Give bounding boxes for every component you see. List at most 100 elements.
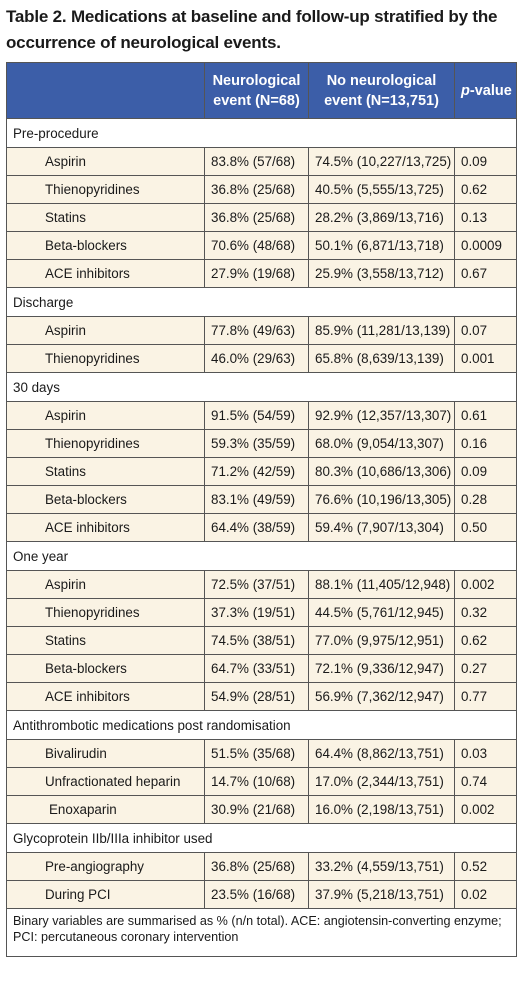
table-row: Statins 36.8% (25/68) 28.2% (3,869/13,716)… [6, 203, 517, 232]
medication-name: Thienopyridines [6, 344, 205, 373]
no-neurological-event-value: 25.9% (3,558/13,712) [308, 259, 455, 288]
p-value: 0.32 [454, 598, 517, 627]
medication-name: Thienopyridines [6, 429, 205, 458]
neurological-event-value: 70.6% (48/68) [204, 231, 309, 260]
neurological-event-value: 83.1% (49/59) [204, 485, 309, 514]
medication-name: Enoxaparin [6, 795, 205, 824]
section-row: One year [6, 541, 517, 571]
medication-name: Bivalirudin [6, 739, 205, 768]
p-value: 0.50 [454, 513, 517, 542]
neurological-event-value: 72.5% (37/51) [204, 570, 309, 599]
section-label: 30 days [6, 372, 517, 402]
p-value: 0.28 [454, 485, 517, 514]
p-value: 0.002 [454, 570, 517, 599]
header-row: Neurological event (N=68) No neurologica… [6, 62, 517, 119]
neurological-event-value: 71.2% (42/59) [204, 457, 309, 486]
section-label: Pre-procedure [6, 118, 517, 148]
neurological-event-value: 64.4% (38/59) [204, 513, 309, 542]
section-label: Antithrombotic medications post randomis… [6, 710, 517, 740]
table-header: Neurological event (N=68) No neurologica… [6, 62, 517, 119]
table-body: Pre-procedure Aspirin 83.8% (57/68) 74.5% (… [6, 118, 517, 909]
header-neuro-line-1: Neurological [212, 72, 301, 89]
p-value: 0.52 [454, 852, 517, 881]
no-neurological-event-value: 77.0% (9,975/12,951) [308, 626, 455, 655]
table-row: ACE inhibitors 27.9% (19/68) 25.9% (3,558/… [6, 259, 517, 288]
p-value: 0.09 [454, 147, 517, 176]
p-value: 0.61 [454, 401, 517, 430]
no-neurological-event-value: 59.4% (7,907/13,304) [308, 513, 455, 542]
medication-name: Aspirin [6, 570, 205, 599]
medication-name: ACE inhibitors [6, 682, 205, 711]
no-neurological-event-value: 37.9% (5,218/13,751) [308, 880, 455, 909]
no-neurological-event-value: 72.1% (9,336/12,947) [308, 654, 455, 683]
table-title: Table 2. Medications at baseline and fol… [6, 0, 516, 62]
section-row: Discharge [6, 287, 517, 317]
neurological-event-value: 91.5% (54/59) [204, 401, 309, 430]
medication-name: Aspirin [6, 316, 205, 345]
p-value: 0.67 [454, 259, 517, 288]
neurological-event-value: 37.3% (19/51) [204, 598, 309, 627]
section-row: Antithrombotic medications post randomis… [6, 710, 517, 740]
no-neurological-event-value: 17.0% (2,344/13,751) [308, 767, 455, 796]
p-value: 0.62 [454, 175, 517, 204]
medication-name: Unfractionated heparin [6, 767, 205, 796]
medication-name: Statins [6, 203, 205, 232]
p-value: 0.001 [454, 344, 517, 373]
no-neurological-event-value: 68.0% (9,054/13,307) [308, 429, 455, 458]
header-p-rest: -value [469, 82, 512, 99]
neurological-event-value: 64.7% (33/51) [204, 654, 309, 683]
table-row: Beta-blockers 70.6% (48/68) 50.1% (6,871/1… [6, 231, 517, 260]
neurological-event-value: 74.5% (38/51) [204, 626, 309, 655]
p-value: 0.0009 [454, 231, 517, 260]
table-row: Pre-angiography 36.8% (25/68) 33.2% (4,559… [6, 852, 517, 881]
no-neurological-event-value: 44.5% (5,761/12,945) [308, 598, 455, 627]
table-row: Thienopyridines 46.0% (29/63) 65.8% (8,639… [6, 344, 517, 373]
header-no-neuro-line-2: event (N=13,751) [324, 92, 439, 109]
neurological-event-value: 36.8% (25/68) [204, 852, 309, 881]
table-row: Aspirin 83.8% (57/68) 74.5% (10,227/13,725… [6, 147, 517, 176]
medication-name: Thienopyridines [6, 175, 205, 204]
neurological-event-value: 83.8% (57/68) [204, 147, 309, 176]
section-row: Pre-procedure [6, 118, 517, 148]
medication-name: ACE inhibitors [6, 513, 205, 542]
table-title-line-2: occurrence of neurological events. [6, 33, 281, 52]
table-row: Unfractionated heparin 14.7% (10/68) 17.0%… [6, 767, 517, 796]
medication-name: Pre-angiography [6, 852, 205, 881]
header-neurological-event: Neurological event (N=68) [204, 62, 309, 119]
medication-name: Beta-blockers [6, 485, 205, 514]
table-row: Aspirin 72.5% (37/51) 88.1% (11,405/12,948… [6, 570, 517, 599]
no-neurological-event-value: 74.5% (10,227/13,725) [308, 147, 455, 176]
section-label: One year [6, 541, 517, 571]
medication-name: Statins [6, 457, 205, 486]
table-row: Thienopyridines 36.8% (25/68) 40.5% (5,555… [6, 175, 517, 204]
medication-name: Thienopyridines [6, 598, 205, 627]
table-container: Table 2. Medications at baseline and fol… [6, 0, 517, 957]
no-neurological-event-value: 92.9% (12,357/13,307) [308, 401, 455, 430]
p-value: 0.09 [454, 457, 517, 486]
table-row: ACE inhibitors 64.4% (38/59) 59.4% (7,907/… [6, 513, 517, 542]
neurological-event-value: 23.5% (16/68) [204, 880, 309, 909]
neurological-event-value: 27.9% (19/68) [204, 259, 309, 288]
header-p-italic: p [461, 82, 470, 99]
medication-name: Statins [6, 626, 205, 655]
header-neuro-line-2: event (N=68) [213, 92, 300, 109]
p-value: 0.77 [454, 682, 517, 711]
table-title-line-1: Table 2. Medications at baseline and fol… [6, 7, 498, 26]
medication-name: Beta-blockers [6, 231, 205, 260]
no-neurological-event-value: 50.1% (6,871/13,718) [308, 231, 455, 260]
p-value: 0.02 [454, 880, 517, 909]
p-value: 0.62 [454, 626, 517, 655]
neurological-event-value: 51.5% (35/68) [204, 739, 309, 768]
neurological-event-value: 36.8% (25/68) [204, 203, 309, 232]
header-no-neuro-line-1: No neurological [326, 72, 437, 89]
table-footnote: Binary variables are summarised as % (n/… [6, 908, 517, 957]
neurological-event-value: 46.0% (29/63) [204, 344, 309, 373]
table-row: Enoxaparin 30.9% (21/68) 16.0% (2,198/13,7… [6, 795, 517, 824]
no-neurological-event-value: 33.2% (4,559/13,751) [308, 852, 455, 881]
footnote-row: Binary variables are summarised as % (n/… [6, 908, 517, 957]
header-p-value: p-value [454, 62, 517, 119]
table-row: Aspirin 77.8% (49/63) 85.9% (11,281/13,139… [6, 316, 517, 345]
no-neurological-event-value: 88.1% (11,405/12,948) [308, 570, 455, 599]
medication-name: Aspirin [6, 401, 205, 430]
header-blank-cell [6, 62, 205, 119]
